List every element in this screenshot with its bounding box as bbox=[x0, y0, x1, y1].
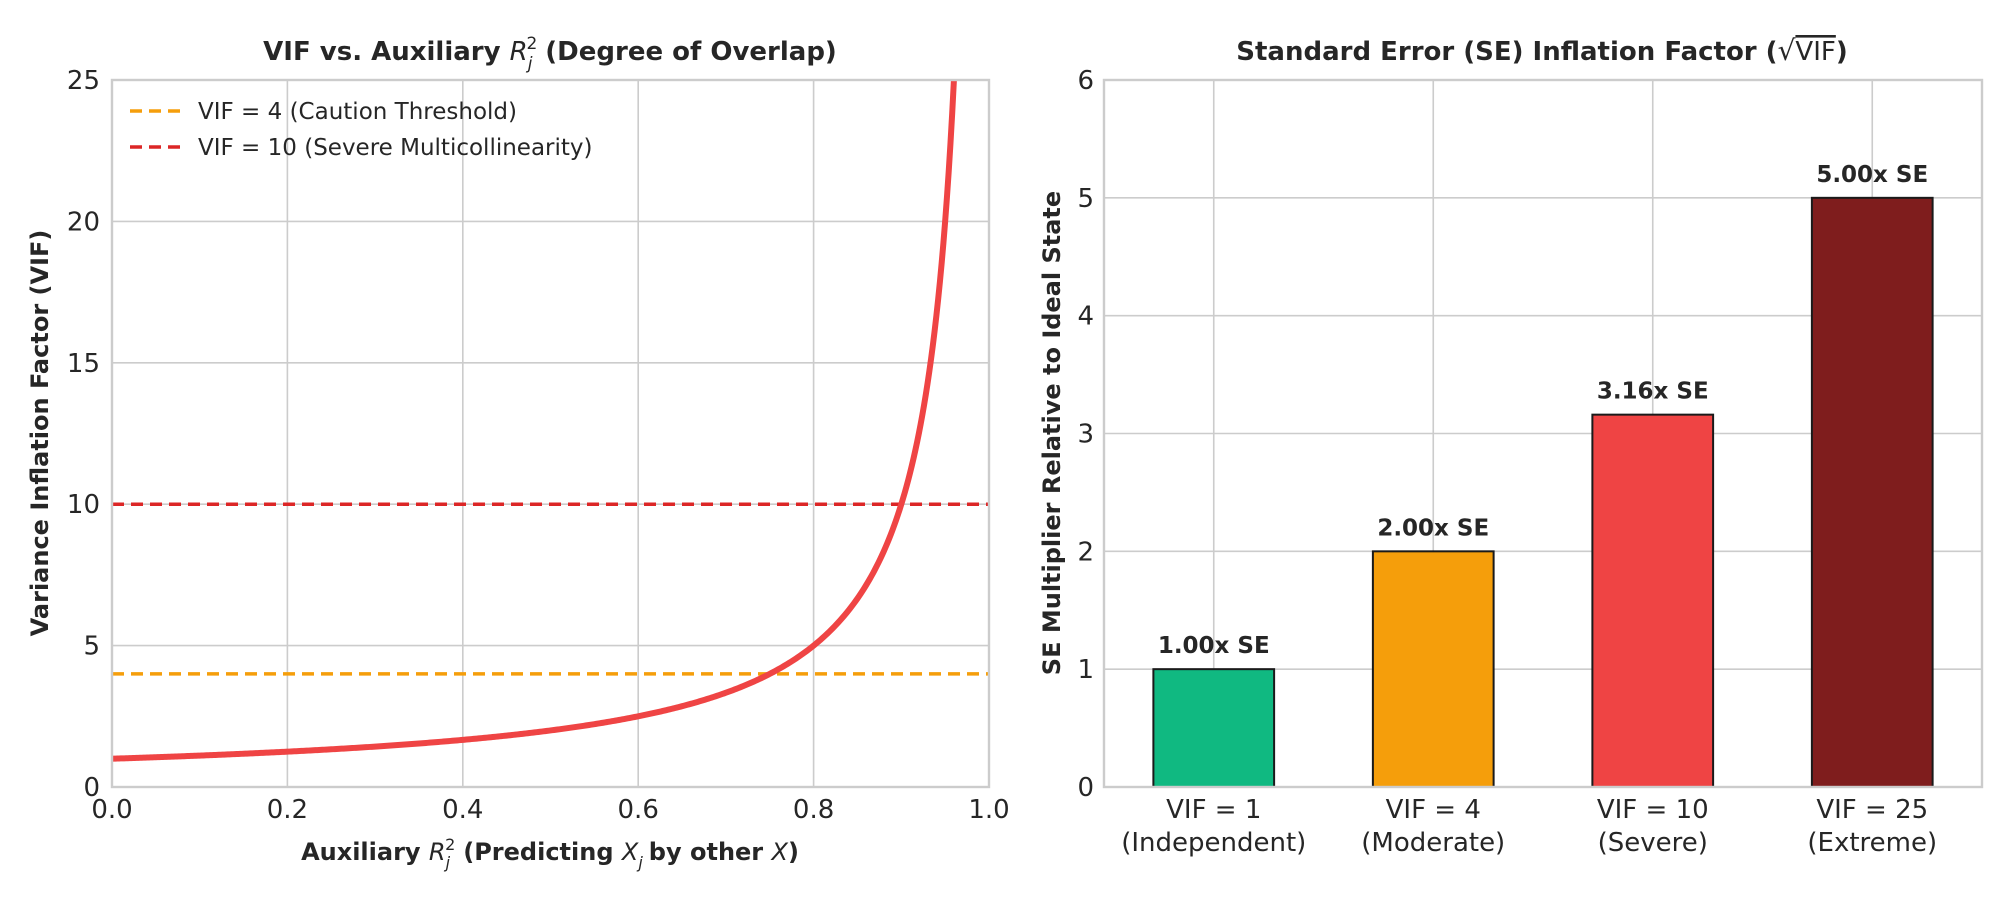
right-axes-frame bbox=[1102, 78, 1984, 789]
bar bbox=[1810, 196, 1934, 789]
bar-data-label: 2.00x SE bbox=[1377, 515, 1489, 541]
right-y-axis-label: SE Multiplier Relative to Ideal State bbox=[1038, 191, 1066, 675]
left-x-tick-label: 0.0 bbox=[91, 795, 132, 825]
right-x-tick-label: VIF = 10 bbox=[1597, 795, 1709, 825]
left-y-ticks: 0 5 10 15 20 25 bbox=[67, 66, 100, 803]
right-x-ticks: VIF = 1(Independent) VIF = 4(Moderate) VIF… bbox=[1121, 795, 1937, 858]
left-x-tick-label: 0.8 bbox=[793, 795, 834, 825]
left-y-tick-label: 0 bbox=[83, 773, 100, 803]
left-y-tick-label: 10 bbox=[67, 490, 100, 520]
se-bar-chart: Standard Error (SE) Inflation Factor (√V… bbox=[1038, 34, 1984, 858]
right-y-tick-label: 2 bbox=[1077, 537, 1094, 567]
left-chart-title: VIF vs. Auxiliary Rj2 (Degree of Overlap) bbox=[263, 34, 837, 74]
left-x-tick-label: 0.6 bbox=[618, 795, 659, 825]
bar-data-label: 5.00x SE bbox=[1816, 162, 1928, 188]
left-y-tick-label: 25 bbox=[67, 66, 100, 96]
legend-label-caution: VIF = 4 (Caution Threshold) bbox=[198, 99, 517, 125]
right-y-ticks: 0 1 2 3 4 5 6 bbox=[1077, 66, 1094, 803]
right-x-tick-sublabel: (Extreme) bbox=[1807, 828, 1937, 858]
vif-curve bbox=[110, 79, 957, 762]
bar bbox=[1152, 668, 1276, 789]
right-chart-title: Standard Error (SE) Inflation Factor (√V… bbox=[1236, 34, 1847, 67]
right-x-tick-label: VIF = 25 bbox=[1816, 795, 1928, 825]
left-y-axis-label: Variance Inflation Factor (VIF) bbox=[26, 230, 54, 637]
right-x-tick-sublabel: (Severe) bbox=[1598, 828, 1708, 858]
bar bbox=[1371, 550, 1495, 788]
left-x-tick-label: 1.0 bbox=[968, 795, 1009, 825]
left-x-axis-label: Auxiliary Rj2 (Predicting Xj by other X) bbox=[301, 835, 799, 872]
right-y-tick-label: 3 bbox=[1077, 420, 1094, 450]
right-y-tick-label: 6 bbox=[1077, 66, 1094, 96]
bars: 1.00x SE 2.00x SE 3.16x SE 5.00x SE bbox=[1152, 162, 1934, 789]
right-x-tick-sublabel: (Moderate) bbox=[1361, 828, 1505, 858]
right-x-tick-sublabel: (Independent) bbox=[1121, 828, 1306, 858]
right-y-tick-label: 0 bbox=[1077, 773, 1094, 803]
left-x-ticks: 0.0 0.2 0.4 0.6 0.8 1.0 bbox=[91, 795, 1009, 825]
legend: VIF = 4 (Caution Threshold) VIF = 10 (Se… bbox=[130, 99, 593, 161]
right-y-tick-label: 1 bbox=[1077, 655, 1094, 685]
left-x-tick-label: 0.2 bbox=[267, 795, 308, 825]
legend-label-severe: VIF = 10 (Severe Multicollinearity) bbox=[198, 135, 593, 161]
right-y-tick-label: 4 bbox=[1077, 302, 1094, 332]
bar-data-label: 3.16x SE bbox=[1597, 379, 1709, 405]
vif-series bbox=[110, 79, 957, 762]
reference-lines bbox=[112, 502, 989, 676]
left-y-tick-label: 15 bbox=[67, 349, 100, 379]
left-axes-frame bbox=[110, 78, 991, 789]
left-y-tick-label: 20 bbox=[67, 207, 100, 237]
bar-data-label: 1.00x SE bbox=[1158, 633, 1270, 659]
vif-line-chart: VIF vs. Auxiliary Rj2 (Degree of Overlap)… bbox=[26, 34, 1010, 872]
left-y-tick-label: 5 bbox=[83, 632, 100, 662]
bar bbox=[1591, 413, 1715, 788]
left-grid bbox=[111, 79, 990, 788]
right-x-tick-label: VIF = 1 bbox=[1166, 795, 1261, 825]
right-y-tick-label: 5 bbox=[1077, 184, 1094, 214]
left-x-tick-label: 0.4 bbox=[442, 795, 483, 825]
right-x-tick-label: VIF = 4 bbox=[1386, 795, 1481, 825]
